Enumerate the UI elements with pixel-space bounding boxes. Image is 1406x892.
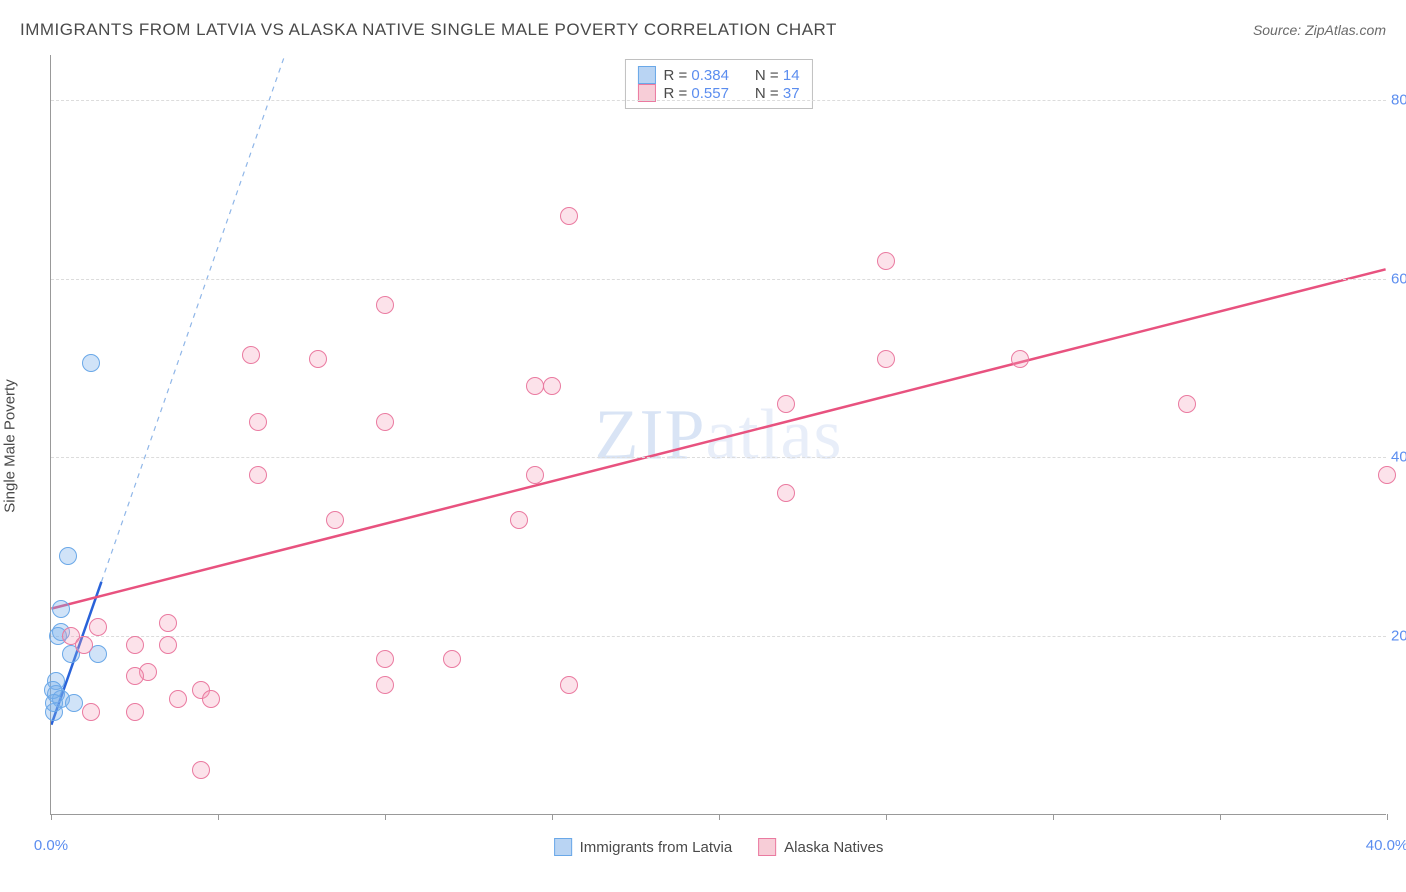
chart-title: IMMIGRANTS FROM LATVIA VS ALASKA NATIVE … bbox=[20, 20, 837, 40]
data-point bbox=[159, 614, 177, 632]
data-point bbox=[126, 667, 144, 685]
y-tick-label: 80.0% bbox=[1391, 91, 1406, 108]
y-axis-label: Single Male Poverty bbox=[2, 379, 19, 512]
data-point bbox=[249, 466, 267, 484]
legend-swatch bbox=[637, 66, 655, 84]
data-point bbox=[159, 636, 177, 654]
data-point bbox=[59, 547, 77, 565]
trend-lines-layer bbox=[51, 55, 1386, 814]
trend-line bbox=[51, 269, 1385, 608]
x-tick-mark bbox=[719, 814, 720, 820]
x-tick-mark bbox=[886, 814, 887, 820]
data-point bbox=[192, 761, 210, 779]
x-tick-mark bbox=[552, 814, 553, 820]
data-point bbox=[560, 676, 578, 694]
trend-line bbox=[101, 55, 284, 582]
x-tick-label: 0.0% bbox=[34, 837, 68, 854]
data-point bbox=[443, 650, 461, 668]
data-point bbox=[202, 690, 220, 708]
data-point bbox=[376, 650, 394, 668]
data-point bbox=[376, 413, 394, 431]
x-tick-label: 40.0% bbox=[1366, 837, 1406, 854]
series-legend: Immigrants from Latvia Alaska Natives bbox=[554, 838, 884, 856]
data-point bbox=[877, 350, 895, 368]
data-point bbox=[376, 676, 394, 694]
data-point bbox=[777, 395, 795, 413]
legend-swatch bbox=[554, 838, 572, 856]
legend-item: Immigrants from Latvia bbox=[554, 838, 733, 856]
x-tick-mark bbox=[51, 814, 52, 820]
data-point bbox=[526, 466, 544, 484]
data-point bbox=[560, 207, 578, 225]
legend-label: Immigrants from Latvia bbox=[580, 839, 733, 856]
x-tick-mark bbox=[1387, 814, 1388, 820]
data-point bbox=[82, 703, 100, 721]
scatter-chart: ZIPatlas R = 0.384N = 14R = 0.557N = 37 … bbox=[50, 55, 1386, 815]
data-point bbox=[82, 354, 100, 372]
y-tick-label: 60.0% bbox=[1391, 270, 1406, 287]
data-point bbox=[52, 600, 70, 618]
gridline-h bbox=[51, 636, 1386, 637]
legend-swatch bbox=[758, 838, 776, 856]
data-point bbox=[126, 703, 144, 721]
x-tick-mark bbox=[385, 814, 386, 820]
data-point bbox=[877, 252, 895, 270]
data-point bbox=[1178, 395, 1196, 413]
data-point bbox=[249, 413, 267, 431]
chart-header: IMMIGRANTS FROM LATVIA VS ALASKA NATIVE … bbox=[20, 20, 1386, 40]
data-point bbox=[526, 377, 544, 395]
gridline-h bbox=[51, 100, 1386, 101]
y-tick-label: 20.0% bbox=[1391, 628, 1406, 645]
data-point bbox=[1378, 466, 1396, 484]
data-point bbox=[126, 636, 144, 654]
legend-label: Alaska Natives bbox=[784, 839, 883, 856]
data-point bbox=[376, 296, 394, 314]
data-point bbox=[309, 350, 327, 368]
data-point bbox=[169, 690, 187, 708]
data-point bbox=[510, 511, 528, 529]
legend-item: Alaska Natives bbox=[758, 838, 883, 856]
x-tick-mark bbox=[1220, 814, 1221, 820]
data-point bbox=[1011, 350, 1029, 368]
data-point bbox=[65, 694, 83, 712]
correlation-stats-legend: R = 0.384N = 14R = 0.557N = 37 bbox=[624, 59, 812, 109]
legend-stat-row: R = 0.384N = 14 bbox=[637, 66, 799, 84]
gridline-h bbox=[51, 279, 1386, 280]
data-point bbox=[89, 618, 107, 636]
watermark-text: ZIPatlas bbox=[595, 393, 843, 476]
data-point bbox=[326, 511, 344, 529]
y-tick-label: 40.0% bbox=[1391, 449, 1406, 466]
x-tick-mark bbox=[218, 814, 219, 820]
data-point bbox=[45, 694, 63, 712]
data-point bbox=[75, 636, 93, 654]
data-point bbox=[543, 377, 561, 395]
chart-source: Source: ZipAtlas.com bbox=[1253, 22, 1386, 38]
gridline-h bbox=[51, 457, 1386, 458]
data-point bbox=[242, 346, 260, 364]
x-tick-mark bbox=[1053, 814, 1054, 820]
data-point bbox=[777, 484, 795, 502]
